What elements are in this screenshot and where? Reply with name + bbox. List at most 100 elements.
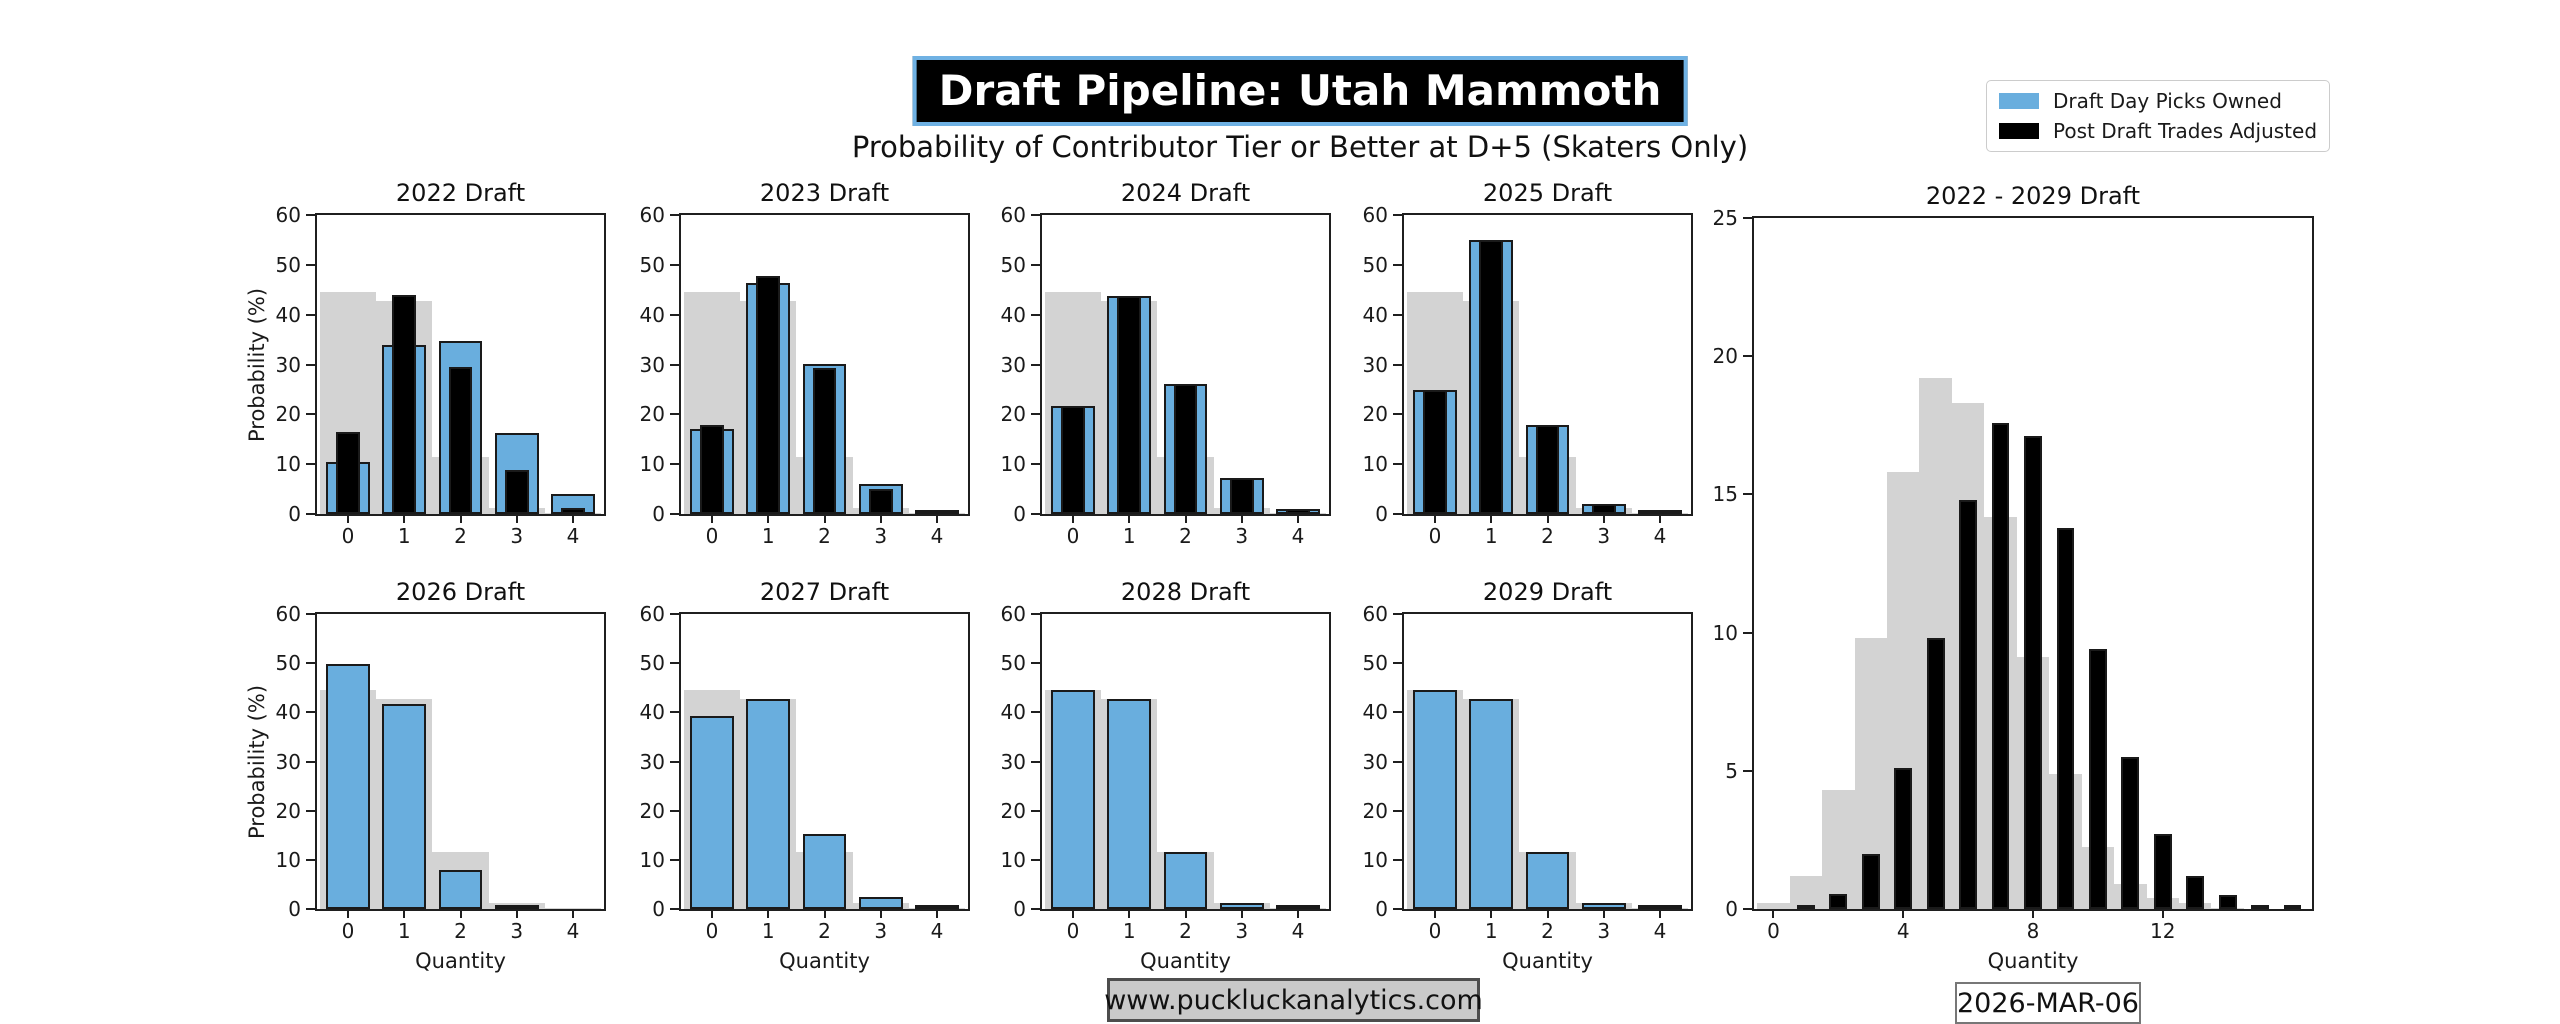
y-tick-label: 30: [639, 749, 665, 774]
y-tick-label: 0: [1013, 897, 1026, 921]
x-tick-mark: [936, 909, 939, 918]
bar: [2153, 834, 2172, 909]
bar: [1757, 903, 1790, 909]
x-tick-mark: [1433, 909, 1436, 918]
bar: [1796, 905, 1815, 909]
x-tick-mark: [1546, 514, 1549, 523]
y-tick-label: 40: [1000, 700, 1026, 725]
x-tick-mark: [1071, 514, 1074, 523]
y-tick-mark: [306, 413, 315, 416]
bar: [392, 294, 417, 514]
y-tick-mark: [1393, 908, 1402, 910]
subplot-title: 2024 Draft: [1120, 179, 1251, 207]
bar: [1789, 875, 1823, 909]
x-tick-mark: [1240, 514, 1243, 523]
bar: [504, 469, 529, 514]
bar: [868, 488, 893, 514]
y-tick-mark: [1031, 711, 1040, 714]
y-tick-label: 10: [1712, 620, 1738, 645]
bar: [2088, 649, 2107, 909]
y-tick-label: 40: [275, 700, 301, 725]
x-tick-mark: [1240, 909, 1243, 918]
x-tick-label: 0: [1428, 524, 1442, 548]
x-tick-label: 1: [1484, 919, 1498, 943]
y-tick-label: 0: [1375, 502, 1388, 526]
x-tick-mark: [515, 514, 518, 523]
y-tick-mark: [306, 363, 315, 366]
y-tick-label: 30: [275, 749, 301, 774]
x-tick-label: 3: [510, 919, 524, 943]
plot-area: 2026 Draft 0 10 20 30 40 50 60 0 1 2 3 4 Probability …: [245, 578, 606, 973]
x-tick-mark: [936, 514, 939, 523]
y-tick-label: 60: [639, 602, 665, 626]
x-tick-label: 0: [705, 524, 719, 548]
subplot-2022-2029-draft-combined: 2022 - 2029 Draft 0 5 10 15 20 25 0 4 8 12 Quantity: [1713, 182, 2314, 973]
bar: [1894, 768, 1913, 909]
y-tick-label: 50: [1362, 651, 1388, 676]
y-tick-label: 10: [1362, 452, 1388, 477]
y-tick-mark: [1393, 413, 1402, 416]
bar: [746, 699, 791, 909]
y-tick-label: 0: [288, 897, 301, 921]
bar: [494, 905, 539, 909]
y-tick-mark: [1031, 413, 1040, 416]
y-tick-mark: [670, 214, 679, 216]
y-tick-label: 15: [1712, 482, 1738, 507]
x-tick-mark: [1546, 909, 1549, 918]
y-tick-mark: [1031, 363, 1040, 366]
x-tick-mark: [1184, 909, 1187, 918]
y-tick-label: 50: [1362, 252, 1388, 277]
y-tick-mark: [1031, 463, 1040, 466]
y-tick-label: 0: [1375, 897, 1388, 921]
bar: [1276, 905, 1320, 909]
plot-area: 2029 Draft 0 10 20 30 40 50 60 0 1 2 3 4 Quantity: [1363, 578, 1693, 973]
bar: [2024, 436, 2042, 909]
y-tick-mark: [1031, 263, 1040, 266]
y-tick-label: 30: [639, 352, 665, 377]
bar: [756, 275, 781, 514]
y-tick-label: 0: [288, 502, 301, 526]
plot-area: 2028 Draft 0 10 20 30 40 50 60 0 1 2 3 4 Quantity: [1001, 578, 1331, 973]
subplot-title: 2027 Draft: [759, 578, 890, 606]
x-tick-mark: [572, 909, 575, 918]
page-title: Draft Pipeline: Utah Mammoth: [912, 56, 1688, 126]
x-tick-label: 2: [818, 919, 831, 943]
x-tick-label: 3: [1235, 919, 1249, 943]
y-tick-label: 10: [1362, 847, 1388, 872]
bar: [544, 908, 602, 909]
subplot-2024-draft: 2024 Draft 0 10 20 30 40 50 60 0 1 2 3 4: [1001, 179, 1331, 546]
x-tick-label: 2: [454, 524, 467, 548]
y-tick-label: 50: [275, 651, 301, 676]
y-tick-mark: [306, 613, 315, 615]
bar: [448, 367, 473, 514]
plot-area: 2023 Draft 0 10 20 30 40 50 60 0 1 2 3 4: [640, 179, 970, 546]
x-axis-label: Quantity: [1140, 949, 1231, 973]
x-tick-label: 0: [1066, 919, 1080, 943]
y-tick-label: 40: [639, 302, 665, 327]
subplot-2026-draft: 2026 Draft 0 10 20 30 40 50 60 0 1 2 3 4 Probability …: [245, 578, 606, 973]
x-axis-label: Quantity: [779, 949, 870, 973]
x-tick-mark: [879, 514, 882, 523]
y-tick-mark: [1031, 662, 1040, 665]
x-tick-label: 0: [341, 524, 355, 548]
x-tick-mark: [1184, 514, 1187, 523]
bar: [2121, 756, 2140, 909]
bar: [1535, 424, 1560, 514]
bar: [326, 664, 370, 909]
x-tick-mark: [1659, 514, 1662, 523]
y-tick-label: 40: [275, 302, 301, 327]
y-tick-label: 50: [1000, 252, 1026, 277]
x-tick-mark: [459, 514, 462, 523]
x-tick-label: 3: [874, 524, 888, 548]
x-tick-mark: [767, 514, 770, 523]
x-tick-label: 4: [930, 919, 944, 943]
y-tick-label: 40: [639, 700, 665, 725]
y-tick-label: 0: [652, 897, 665, 921]
y-tick-mark: [1031, 214, 1040, 216]
x-tick-mark: [1297, 514, 1300, 523]
x-tick-label: 1: [1122, 919, 1136, 943]
bar: [1413, 690, 1457, 909]
x-tick-mark: [823, 909, 826, 918]
x-tick-mark: [346, 514, 349, 523]
y-tick-mark: [670, 809, 679, 812]
